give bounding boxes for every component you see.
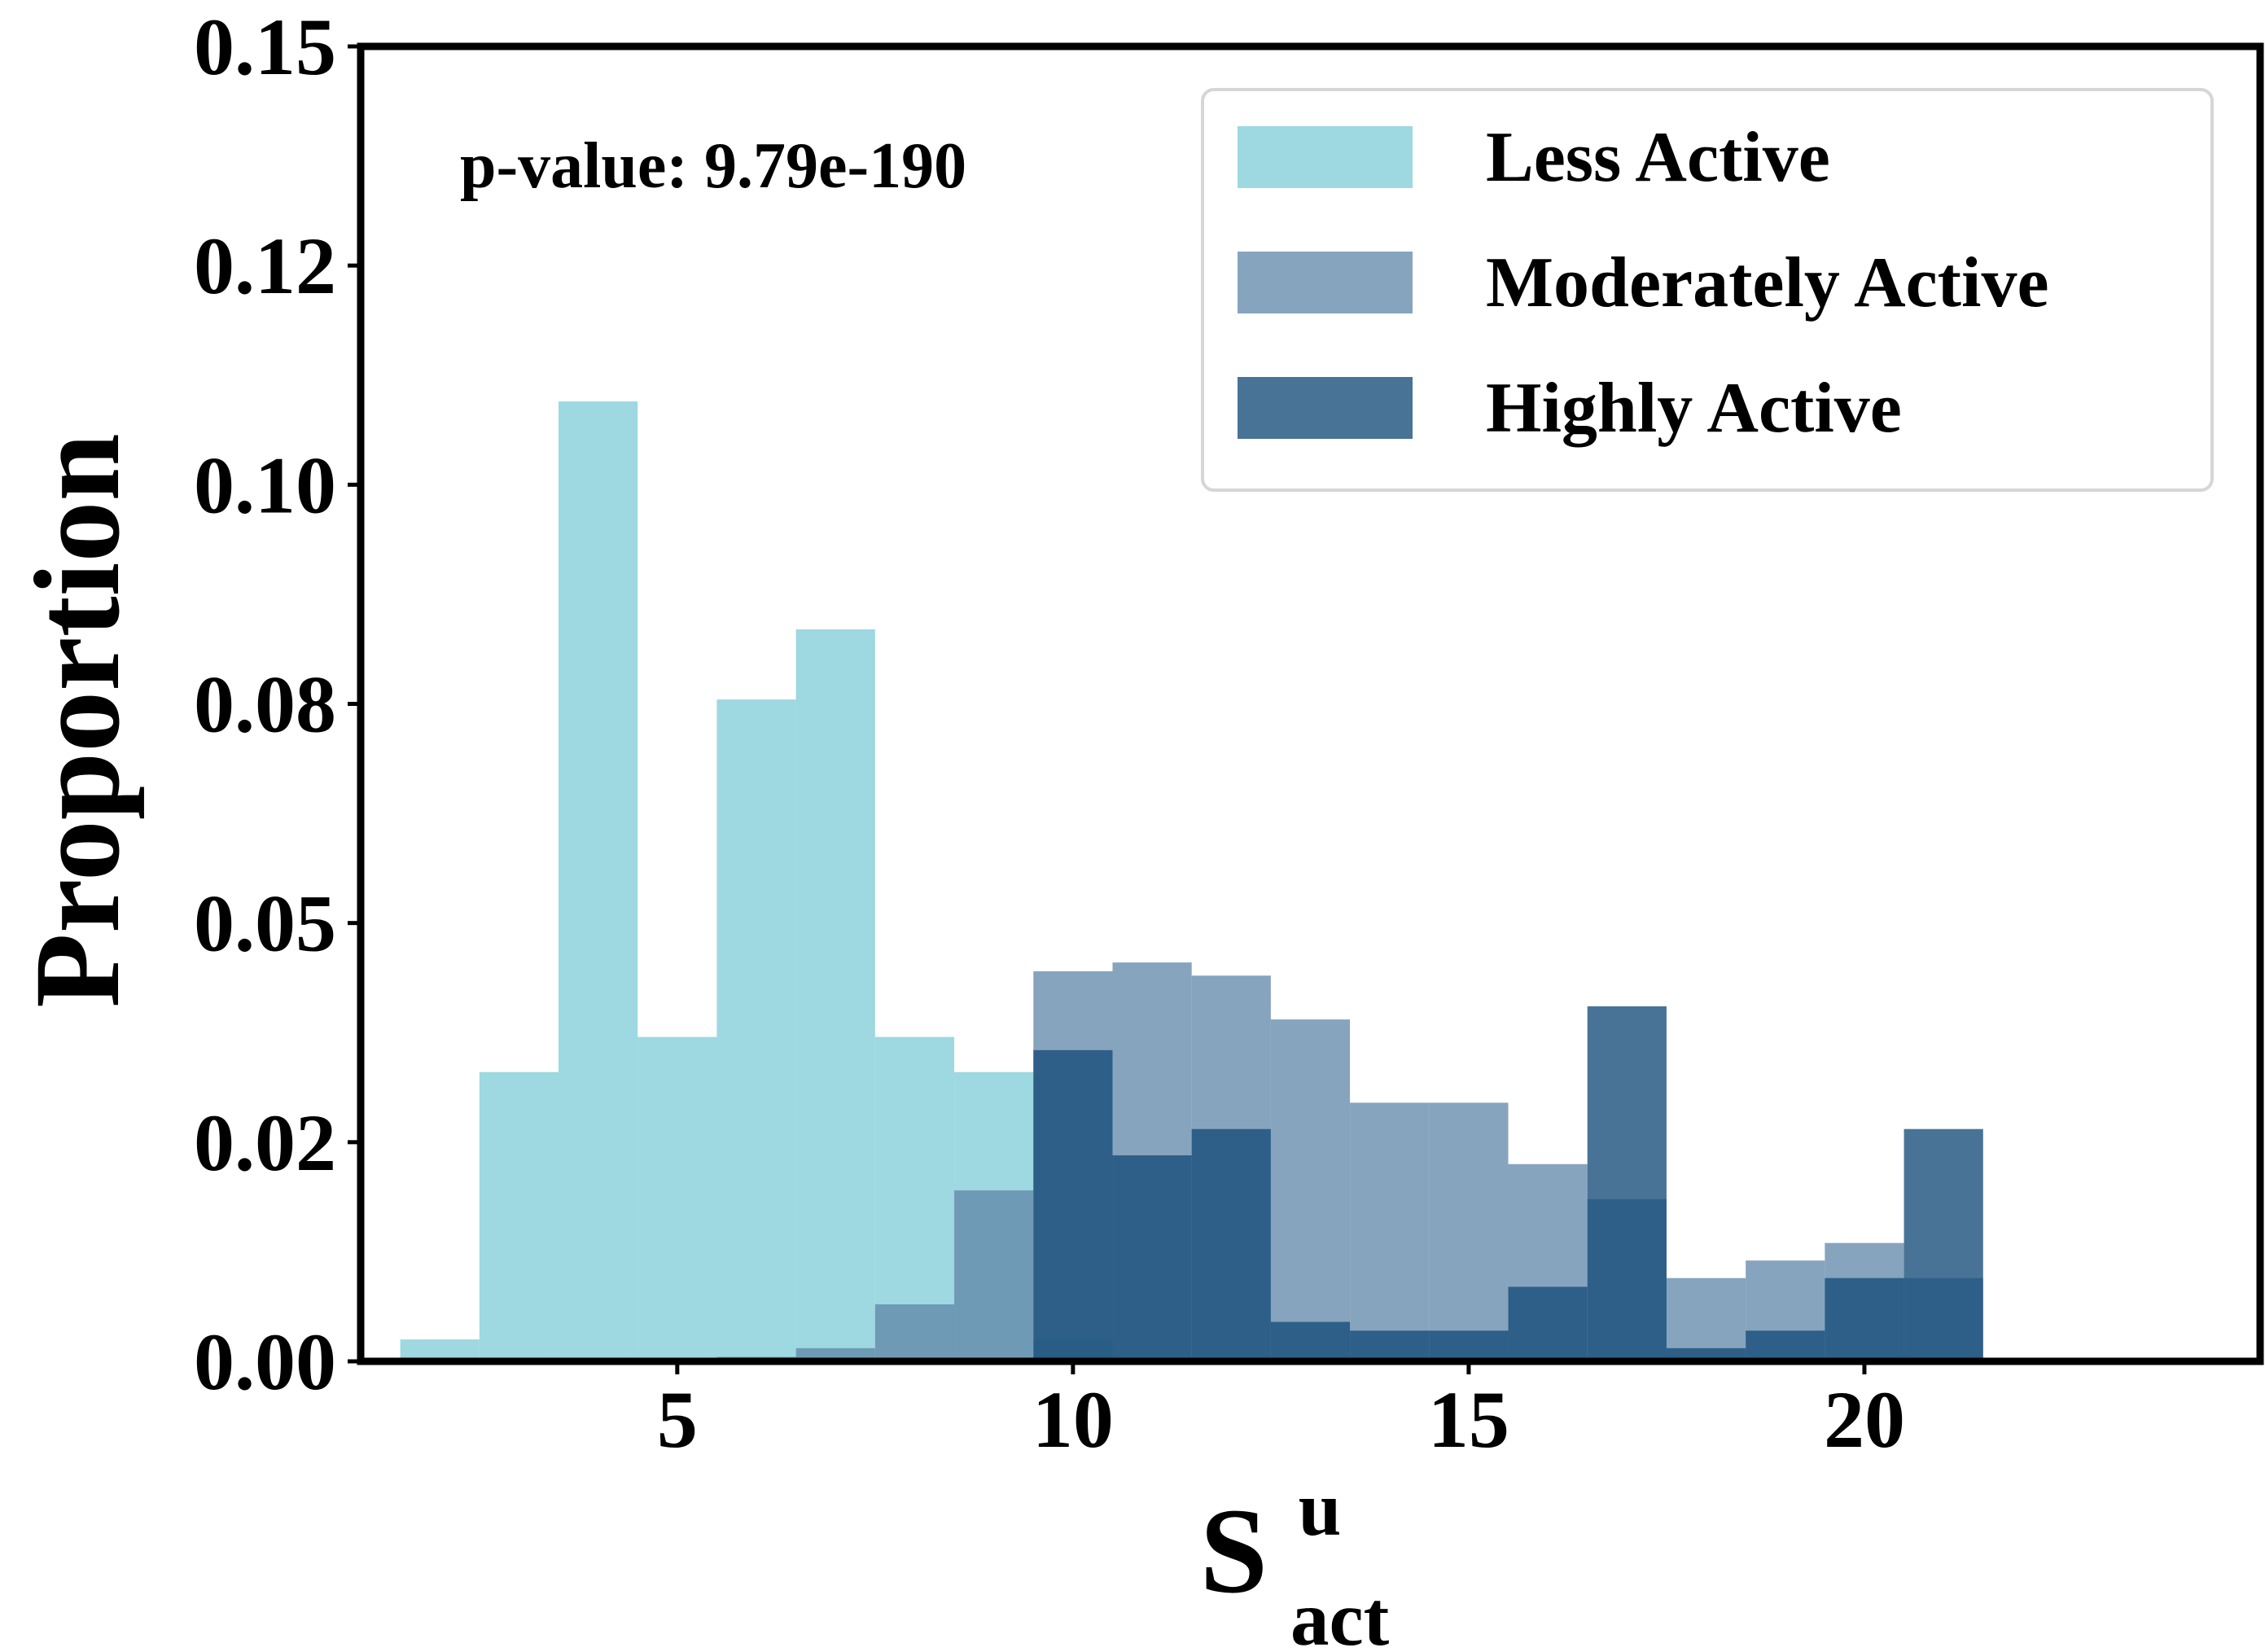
- x-tick-label: 20: [1824, 1374, 1905, 1465]
- bar: [1508, 1286, 1588, 1361]
- bar: [1350, 1102, 1430, 1361]
- legend-label: Less Active: [1486, 118, 1830, 197]
- x-tick-label: 5: [657, 1374, 698, 1465]
- y-tick-label: 0.08: [194, 659, 336, 750]
- x-axis-label-subscript: act: [1290, 1575, 1390, 1652]
- legend-label: Highly Active: [1486, 369, 1902, 448]
- bar: [954, 1190, 1034, 1361]
- bar: [1350, 1330, 1430, 1361]
- bar: [1825, 1277, 1904, 1361]
- axis-ticks: 5 10 15 20 0.00 0.02 0.05 0.08 0.10 0.12 0.15: [194, 2, 1905, 1465]
- bar: [1429, 1102, 1509, 1361]
- legend-swatch: [1238, 126, 1413, 188]
- bar: [1429, 1330, 1509, 1361]
- bar: [1666, 1277, 1746, 1361]
- bar: [559, 401, 638, 1361]
- legend-swatch: [1238, 377, 1413, 439]
- bar: [1270, 1019, 1351, 1361]
- legend-label: Moderately Active: [1486, 243, 2049, 322]
- x-axis-label: S u act: [1200, 1426, 1390, 1652]
- bar: [1904, 1128, 1983, 1361]
- bar: [874, 1304, 955, 1361]
- series-highly-active: [1033, 1006, 1983, 1361]
- bar: [1587, 1006, 1667, 1361]
- bar: [1112, 1155, 1192, 1361]
- x-axis-label-base: S: [1200, 1483, 1268, 1619]
- x-axis-label-superscript: u: [1299, 1466, 1342, 1552]
- legend-item: Moderately Active: [1238, 243, 2049, 322]
- bar: [1270, 1321, 1351, 1361]
- histogram-bars: [400, 401, 1983, 1361]
- x-tick-label: 10: [1032, 1374, 1114, 1465]
- y-tick-label: 0.12: [194, 221, 336, 311]
- legend-box: [1201, 88, 2214, 492]
- legend: Less Active Moderately Active Highly Activ…: [1201, 88, 2214, 492]
- y-axis-label: Proportion: [10, 433, 145, 1008]
- legend-item: Highly Active: [1238, 369, 1902, 448]
- bar: [479, 1071, 559, 1361]
- bar: [637, 1036, 717, 1361]
- y-tick-label: 0.10: [194, 440, 336, 530]
- bar: [1746, 1330, 1825, 1361]
- bar: [1191, 1128, 1271, 1361]
- bar: [1033, 1049, 1113, 1361]
- y-tick-label: 0.15: [194, 2, 336, 92]
- y-tick-label: 0.05: [194, 879, 336, 969]
- y-tick-label: 0.00: [194, 1317, 336, 1407]
- p-value-annotation: p-value: 9.79e-190: [460, 130, 966, 202]
- legend-swatch: [1238, 252, 1413, 313]
- y-tick-label: 0.02: [194, 1098, 336, 1188]
- bar: [795, 629, 875, 1361]
- legend-item: Less Active: [1238, 118, 1830, 197]
- bar: [716, 699, 796, 1361]
- x-tick-label: 15: [1428, 1374, 1509, 1465]
